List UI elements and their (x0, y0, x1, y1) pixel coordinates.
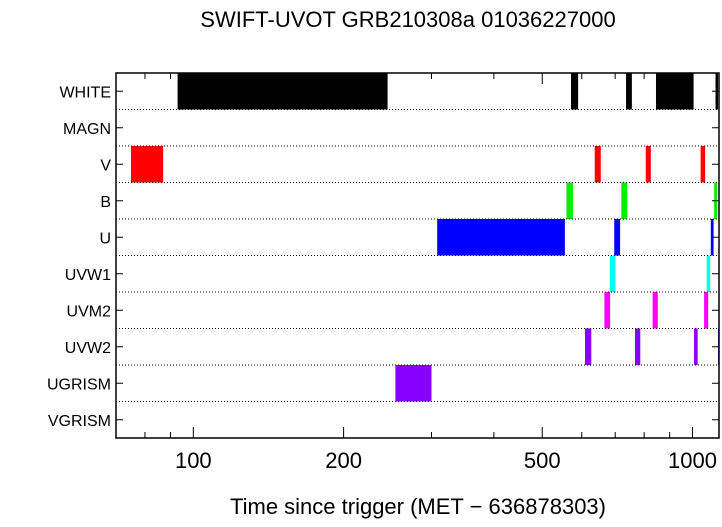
chart-title: SWIFT-UVOT GRB210308a 01036227000 (200, 7, 615, 32)
exposure-bar-b-1 (566, 182, 573, 219)
exposure-bar-uvm2-3 (704, 292, 709, 329)
exposure-bar-v-1 (130, 146, 164, 183)
x-tick-label: 500 (524, 448, 561, 473)
row-label-b: B (100, 194, 111, 211)
exposure-bar-u-1 (437, 219, 565, 256)
exposure-bar-uvm2-1 (604, 292, 611, 329)
exposure-bar-white-3 (626, 73, 632, 110)
exposure-bar-uvw2-1 (584, 328, 592, 365)
exposure-bar-b-2 (621, 182, 628, 219)
exposure-bar-uvw2-2 (635, 328, 641, 365)
plot-area: WHITE MAGN V B U UVW1 UVM2 UVW2 UGRISM VGRISM 100 2… (47, 72, 720, 473)
row-label-magn: MAGN (63, 121, 111, 138)
exposure-bar-v-3 (645, 146, 651, 183)
exposure-bar-uvm2-2 (652, 292, 658, 329)
row-label-uvw2: UVW2 (65, 340, 111, 357)
row-label-uvm2: UVM2 (67, 303, 112, 320)
exposure-bar-uvw1-2 (706, 255, 711, 292)
exposure-bar-v-2 (594, 146, 601, 183)
row-label-vgrism: VGRISM (48, 413, 111, 430)
row-label-uvw1: UVW1 (65, 267, 111, 284)
exposure-bar-white-1 (177, 73, 388, 110)
exposure-bar-uvw2-3 (694, 328, 698, 365)
row-label-v: V (100, 157, 111, 174)
exposure-bar-ugrism-1 (395, 365, 432, 402)
exposure-bar-white-4 (655, 73, 694, 110)
exposure-bar-white-2 (571, 73, 579, 110)
x-tick-label: 100 (175, 448, 212, 473)
x-axis-label: Time since trigger (MET − 636878303) (230, 494, 606, 519)
exposure-bar-v-4 (700, 146, 706, 183)
exposure-bar-uvw1-1 (609, 255, 616, 292)
row-label-white: WHITE (59, 84, 111, 101)
x-tick-label: 1000 (668, 448, 717, 473)
row-label-ugrism: UGRISM (47, 376, 111, 393)
row-label-u: U (99, 230, 111, 247)
x-tick-label: 200 (325, 448, 362, 473)
plot-frame (115, 72, 720, 439)
exposure-bar-u-2 (614, 219, 621, 256)
